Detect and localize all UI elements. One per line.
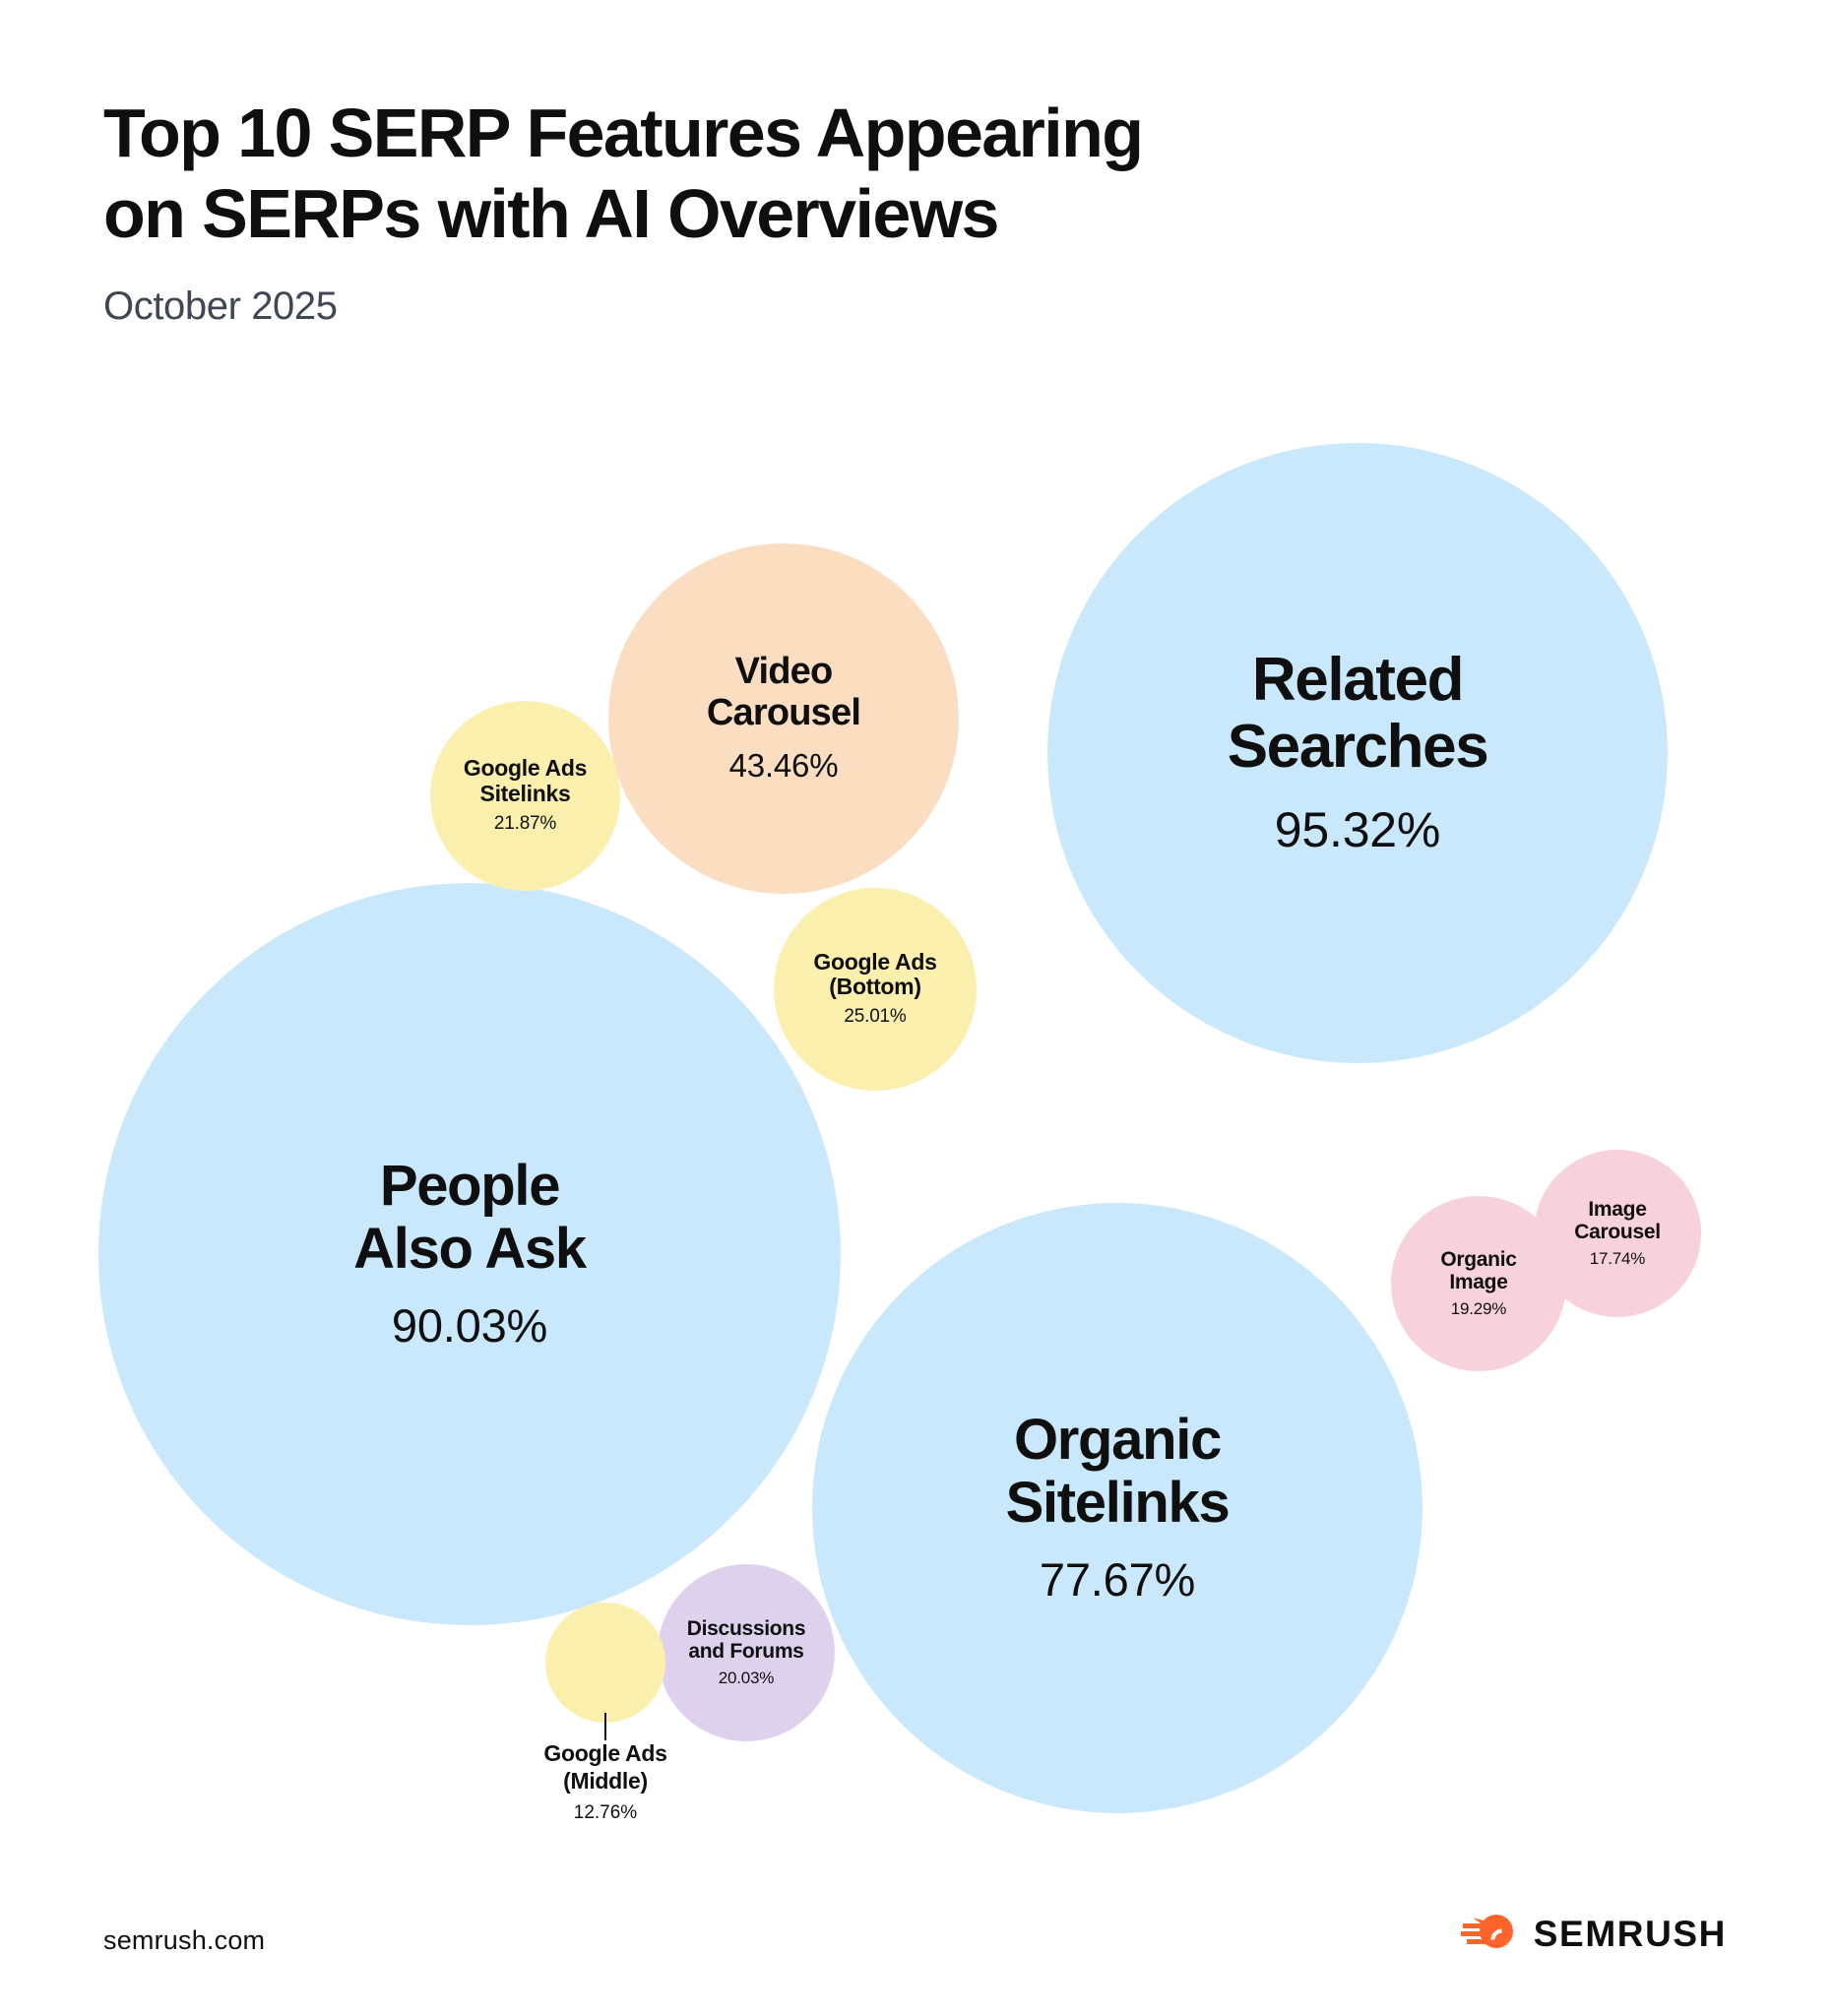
bubble-value-google-ads-sitelinks: 21.87% <box>493 812 557 834</box>
bubble-label-image-carousel: Image Carousel <box>1574 1197 1661 1243</box>
bubble-value-organic-sitelinks: 77.67% <box>1039 1552 1196 1606</box>
bubble-value-video-carousel: 43.46% <box>728 747 839 784</box>
leader-line-google-ads-middle <box>604 1713 606 1740</box>
bubble-label-video-carousel: Video Carousel <box>706 651 861 734</box>
bubble-value-image-carousel: 17.74% <box>1589 1248 1646 1268</box>
semrush-comet-icon <box>1460 1912 1516 1956</box>
page-title: Top 10 SERP Features Appearing on SERPs … <box>103 94 1144 252</box>
bubble-value-people-also-ask: 90.03% <box>391 1298 548 1352</box>
bubble-label-related-searches: Related Searches <box>1227 645 1489 781</box>
bubble-related-searches[interactable]: Related Searches 95.32% <box>1047 443 1668 1063</box>
bubble-external-label-google-ads-middle: Google Ads (Middle) 12.76% <box>463 1740 748 1824</box>
bubble-label-google-ads-bottom: Google Ads (Bottom) <box>813 948 937 1000</box>
bubble-organic-sitelinks[interactable]: Organic Sitelinks 77.67% <box>812 1203 1422 1813</box>
bubble-label-discussions-and-forums: Discussions and Forums <box>686 1616 806 1663</box>
bubble-video-carousel[interactable]: Video Carousel 43.46% <box>608 543 959 894</box>
bubble-label-organic-image: Organic Image <box>1440 1247 1517 1293</box>
bubble-value-google-ads-middle: 12.76% <box>573 1802 638 1824</box>
bubble-label-google-ads-sitelinks: Google Ads Sitelinks <box>463 755 588 806</box>
brand-wordmark: SEMRUSH <box>1533 1913 1727 1954</box>
bubble-people-also-ask[interactable]: People Also Ask 90.03% <box>98 883 841 1625</box>
brand-logo: SEMRUSH <box>1460 1912 1727 1956</box>
bubble-value-discussions-and-forums: 20.03% <box>718 1668 775 1687</box>
bubble-organic-image[interactable]: Organic Image 19.29% <box>1391 1196 1566 1371</box>
bubble-label-organic-sitelinks: Organic Sitelinks <box>1005 1408 1231 1535</box>
bubble-google-ads-bottom[interactable]: Google Ads (Bottom) 25.01% <box>774 888 977 1091</box>
bubble-value-organic-image: 19.29% <box>1450 1298 1507 1318</box>
page-subtitle: October 2025 <box>103 284 338 328</box>
header: Top 10 SERP Features Appearing on SERPs … <box>103 94 1580 329</box>
bubble-value-google-ads-bottom: 25.01% <box>844 1006 907 1028</box>
bubble-image-carousel[interactable]: Image Carousel 17.74% <box>1534 1150 1701 1317</box>
footer-url[interactable]: semrush.com <box>103 1925 266 1955</box>
bubble-google-ads-sitelinks[interactable]: Google Ads Sitelinks 21.87% <box>430 701 620 891</box>
bubble-discussions-and-forums[interactable]: Discussions and Forums 20.03% <box>658 1564 835 1741</box>
bubble-label-google-ads-middle: Google Ads (Middle) <box>543 1740 667 1794</box>
bubble-google-ads-middle[interactable] <box>545 1603 665 1723</box>
bubble-label-people-also-ask: People Also Ask <box>353 1154 587 1281</box>
footer: semrush.com SEMRUSH <box>0 1878 1833 2016</box>
bubble-value-related-searches: 95.32% <box>1274 802 1441 858</box>
